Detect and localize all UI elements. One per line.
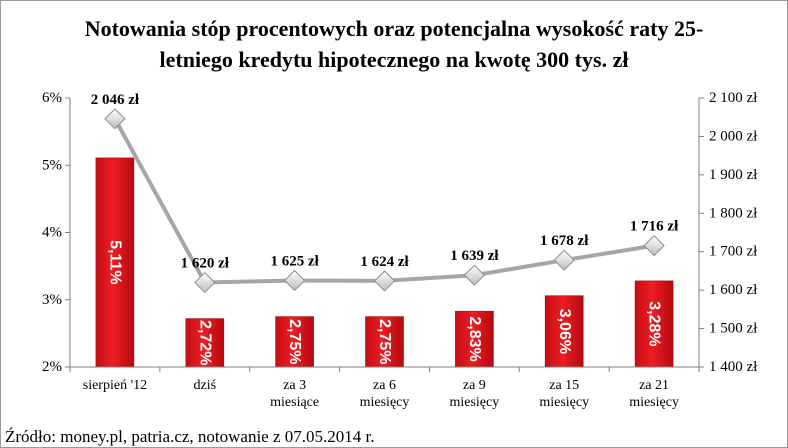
left-tick-label: 2% bbox=[42, 359, 62, 375]
line-value-label: 1 716 zł bbox=[630, 219, 679, 235]
right-tick-label: 1 700 zł bbox=[709, 244, 758, 260]
right-tick-label: 1 500 zł bbox=[709, 321, 758, 337]
line-point bbox=[553, 249, 575, 271]
bar-value-label: 2,75% bbox=[376, 319, 393, 364]
bar bbox=[365, 316, 404, 368]
x-tick-label: miesięcy bbox=[539, 395, 589, 410]
left-tick-label: 4% bbox=[42, 225, 62, 241]
line-value-label: 1 639 zł bbox=[450, 248, 499, 264]
bar-value-label: 3,06% bbox=[556, 309, 573, 354]
chart-title-line-2: letniego kredytu hipotecznego na kwotę 3… bbox=[160, 47, 629, 72]
line-value-label: 2 046 zł bbox=[91, 92, 140, 108]
line-point bbox=[643, 234, 665, 257]
x-tick-label: dziś bbox=[194, 378, 217, 393]
right-tick-label: 1 900 zł bbox=[709, 167, 758, 183]
plot-area: 5,11% 2,72% 2,75% 2,75% 2,83% 3,06% 3,28% 2% 3% 4… bbox=[42, 90, 758, 410]
bar bbox=[185, 318, 225, 368]
line-point bbox=[104, 108, 126, 130]
bar bbox=[275, 316, 314, 368]
left-tick-label: 6% bbox=[42, 90, 62, 106]
x-tick-label: za 15 bbox=[549, 378, 579, 393]
bar bbox=[544, 295, 584, 368]
bar bbox=[455, 310, 494, 368]
x-tick-label: miesięcy bbox=[360, 395, 410, 410]
x-tick-label: za 21 bbox=[639, 378, 669, 393]
chart-title-line-1: Notowania stóp procentowych oraz potencj… bbox=[85, 16, 704, 41]
x-tick-label: za 9 bbox=[463, 378, 486, 393]
source-note: Źródło: money.pl, patria.cz, notowanie z… bbox=[5, 427, 375, 446]
line-point bbox=[283, 269, 306, 292]
x-tick-label: miesięcy bbox=[449, 395, 499, 410]
x-tick-label: miesiące bbox=[270, 395, 319, 410]
x-tick-label: miesięcy bbox=[629, 395, 679, 410]
line-value-label: 1 624 zł bbox=[360, 254, 409, 270]
x-tick-label: za 6 bbox=[373, 378, 396, 393]
bar-value-label: 2,83% bbox=[466, 316, 483, 361]
right-tick-label: 1 800 zł bbox=[709, 205, 758, 221]
line-point bbox=[373, 270, 396, 292]
bar-value-label: 2,72% bbox=[196, 320, 213, 365]
x-tick-label: sierpień '12 bbox=[83, 378, 147, 393]
bar-value-label: 3,28% bbox=[646, 301, 663, 346]
bar-value-label: 5,11% bbox=[106, 240, 123, 284]
right-tick-label: 2 100 zł bbox=[709, 90, 758, 106]
bar-value-label: 2,75% bbox=[286, 319, 303, 364]
bar bbox=[95, 157, 135, 368]
right-tick-label: 1 600 zł bbox=[709, 282, 758, 298]
right-tick-label: 1 400 zł bbox=[709, 359, 758, 375]
left-tick-label: 5% bbox=[42, 157, 62, 173]
line-value-label: 1 625 zł bbox=[270, 254, 319, 270]
line-point bbox=[463, 264, 486, 286]
x-tick-label: za 3 bbox=[283, 378, 306, 393]
left-tick-label: 3% bbox=[42, 292, 62, 308]
line-point bbox=[194, 271, 216, 294]
line-value-label: 1 678 zł bbox=[540, 233, 589, 249]
line-value-label: 1 620 zł bbox=[181, 256, 230, 272]
right-tick-label: 2 000 zł bbox=[709, 128, 758, 144]
